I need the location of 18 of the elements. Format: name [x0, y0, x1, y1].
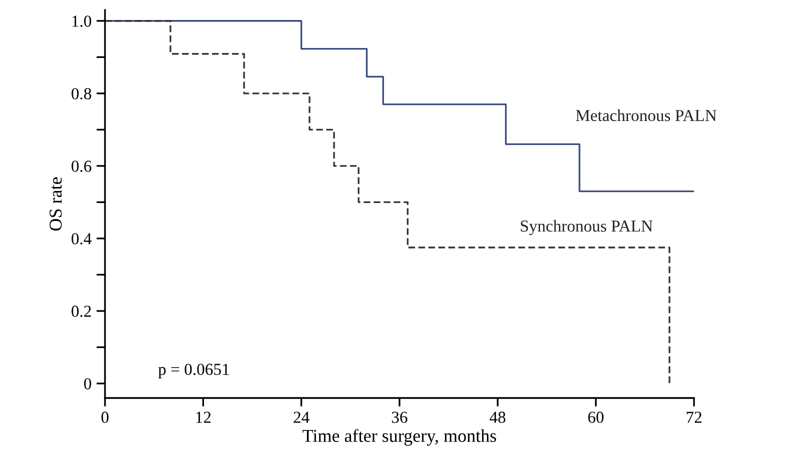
y-tick-label: 1.0: [72, 16, 92, 27]
series-label: Metachronous PALN: [576, 109, 717, 122]
x-tick-label: 48: [490, 412, 506, 423]
annotation: p = 0.0651: [158, 364, 229, 378]
y-tick-label: 0.2: [72, 306, 91, 317]
y-tick-label: 0: [84, 378, 92, 390]
x-tick-label: 24: [294, 412, 310, 423]
x-tick-label: 72: [686, 412, 702, 423]
y-tick-label: 0.6: [72, 160, 92, 172]
x-tick-label: 0: [101, 412, 109, 423]
x-tick-label: 12: [196, 412, 211, 423]
x-tick-label: 60: [588, 412, 604, 423]
series-label: Synchronous PALN: [520, 220, 653, 236]
x-axis-title: Time after surgery, months: [302, 429, 496, 446]
x-tick-label: 36: [392, 412, 408, 423]
y-tick-label: 0.4: [72, 233, 92, 244]
y-tick-label: 0.8: [72, 88, 92, 100]
y-axis-title: OS rate: [50, 177, 62, 231]
